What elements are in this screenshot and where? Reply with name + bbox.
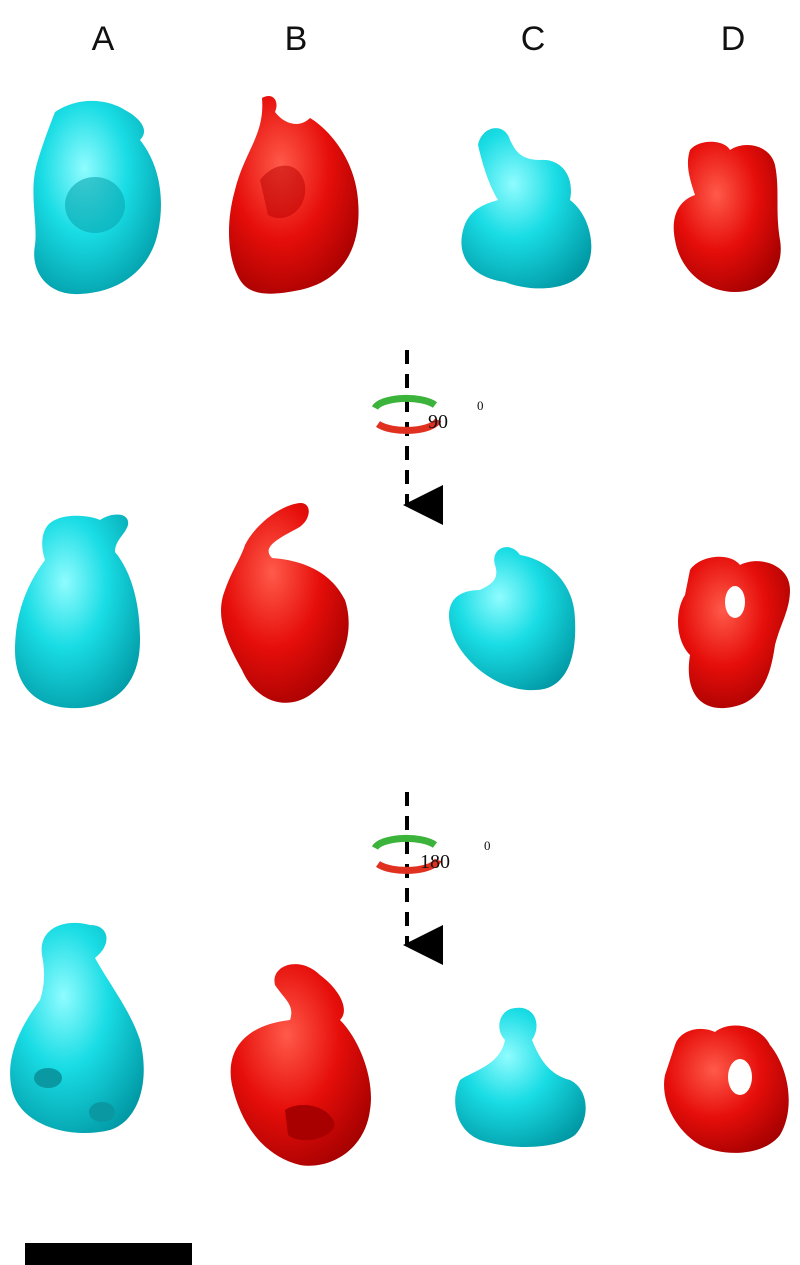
cavity (65, 177, 125, 233)
model-row (33, 96, 780, 294)
density-map (15, 515, 140, 709)
model-row (15, 503, 790, 708)
model-row (10, 923, 789, 1166)
column-label: D (721, 20, 746, 58)
density-map (461, 128, 591, 288)
column-label: B (285, 20, 308, 58)
rotation-indicator: 90 0 (375, 350, 484, 505)
density-map (10, 923, 144, 1133)
density-map (664, 1026, 789, 1153)
cavity (725, 586, 745, 618)
density-map (455, 1008, 586, 1147)
density-map (221, 503, 349, 703)
cavity (728, 1059, 752, 1095)
figure: A B C D 90 0 180 0 (0, 0, 800, 1265)
rotation-degree: 0 (484, 838, 491, 853)
scale-bar (25, 1243, 192, 1265)
rotation-indicator: 180 0 (375, 792, 491, 945)
rotation-angle: 180 (420, 851, 450, 873)
column-label: A (92, 20, 115, 58)
column-label: C (521, 20, 546, 58)
density-map (678, 557, 790, 708)
rotation-angle: 90 (428, 411, 448, 433)
rotation-degree: 0 (477, 398, 484, 413)
cavity (89, 1102, 115, 1122)
density-map (674, 142, 781, 292)
cavity (34, 1068, 62, 1088)
density-map (449, 547, 575, 690)
